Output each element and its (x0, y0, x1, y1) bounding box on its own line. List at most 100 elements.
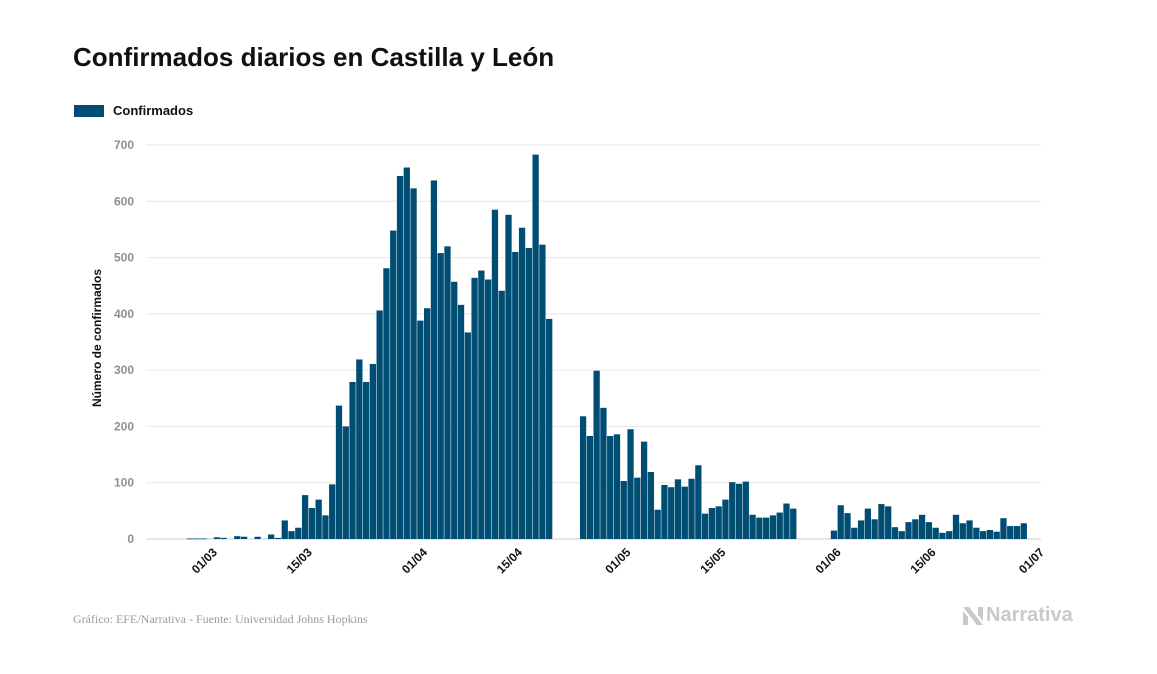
bar (268, 534, 275, 539)
bar (403, 167, 410, 539)
bar (498, 290, 505, 539)
bar (681, 486, 688, 539)
bar (342, 426, 349, 539)
bar (186, 538, 193, 540)
bar (756, 517, 763, 539)
bar (844, 513, 851, 539)
bar (783, 503, 790, 539)
bar (593, 370, 600, 539)
brand-name: Narrativa (986, 604, 1073, 626)
x-axis-ticks: 01/03 15/03 01/04 15/04 01/05 15/05 01/06 15/06… (189, 545, 1048, 576)
bar (946, 531, 953, 539)
bar (1007, 526, 1014, 539)
bar (654, 509, 661, 539)
bar (674, 479, 682, 539)
bar (444, 246, 451, 539)
bar (356, 359, 363, 539)
bar (898, 531, 905, 539)
y-tick-label: 0 (127, 532, 134, 546)
bar (634, 477, 641, 539)
x-tick-label: 01/03 (189, 545, 220, 576)
y-tick-label: 500 (114, 251, 134, 265)
bar (986, 529, 994, 539)
bar (220, 537, 227, 539)
x-tick-label: 15/04 (494, 545, 525, 576)
bar (234, 536, 241, 539)
bar (966, 520, 973, 539)
bar (979, 531, 987, 539)
bar (383, 268, 390, 539)
bar (695, 465, 702, 539)
bar (891, 527, 899, 539)
bar (763, 517, 770, 539)
bar (735, 483, 743, 539)
bar (701, 513, 709, 539)
bar (525, 248, 532, 539)
x-tick-label: 15/03 (284, 545, 315, 576)
bar (607, 436, 614, 539)
bar (708, 508, 716, 539)
chart-title: Confirmados diarios en Castilla y León (73, 42, 555, 72)
bar (918, 514, 926, 539)
legend-label: Confirmados (113, 103, 194, 118)
legend-swatch (74, 104, 104, 117)
bar (390, 230, 397, 540)
bar (451, 281, 458, 539)
bar (871, 519, 878, 539)
y-axis-ticks: 0 100 200 300 400 500 600 700 (114, 138, 134, 546)
bar (301, 495, 309, 539)
bar (437, 253, 444, 539)
bar (905, 522, 912, 539)
bar (668, 487, 675, 539)
bar (518, 227, 526, 540)
bar (830, 530, 838, 539)
bar (471, 277, 478, 539)
bar (627, 429, 634, 539)
bar (600, 407, 607, 539)
bar (423, 308, 431, 539)
x-tick-label: 01/05 (602, 545, 633, 576)
bar (857, 520, 865, 539)
bar (512, 251, 519, 539)
y-tick-label: 100 (114, 476, 134, 490)
bar (457, 304, 465, 539)
bar (240, 536, 248, 539)
bar (254, 536, 261, 539)
brand-logo: Narrativa (963, 604, 1073, 627)
bar (878, 504, 885, 539)
bar (885, 506, 892, 539)
bar (640, 441, 648, 539)
bar (464, 332, 471, 539)
y-tick-label: 400 (114, 307, 134, 321)
bar (213, 537, 221, 539)
x-tick-label: 01/04 (399, 545, 430, 576)
bar (315, 499, 322, 539)
bar (322, 515, 329, 539)
y-tick-label: 600 (114, 194, 134, 208)
bar (790, 508, 797, 539)
bar (349, 381, 356, 539)
bar (837, 505, 844, 539)
bar (478, 270, 485, 539)
bar (776, 512, 783, 539)
bar (749, 514, 756, 539)
bar (932, 527, 939, 539)
bar (308, 508, 316, 539)
bar (715, 506, 722, 539)
bar (376, 310, 383, 539)
x-tick-label: 15/05 (697, 545, 728, 576)
bar (729, 482, 736, 539)
bar (769, 515, 777, 539)
source-footer: Gráfico: EFE/Narrativa - Fuente: Univers… (73, 612, 368, 626)
bar (335, 405, 343, 539)
bar (939, 532, 946, 539)
bar (546, 318, 553, 539)
x-tick-label: 01/07 (1016, 545, 1047, 576)
bar (274, 537, 282, 539)
x-tick-label: 15/06 (907, 545, 938, 576)
bar (430, 180, 438, 539)
narrativa-logo-icon (963, 606, 983, 625)
bar (1013, 526, 1021, 539)
bar (410, 188, 417, 539)
